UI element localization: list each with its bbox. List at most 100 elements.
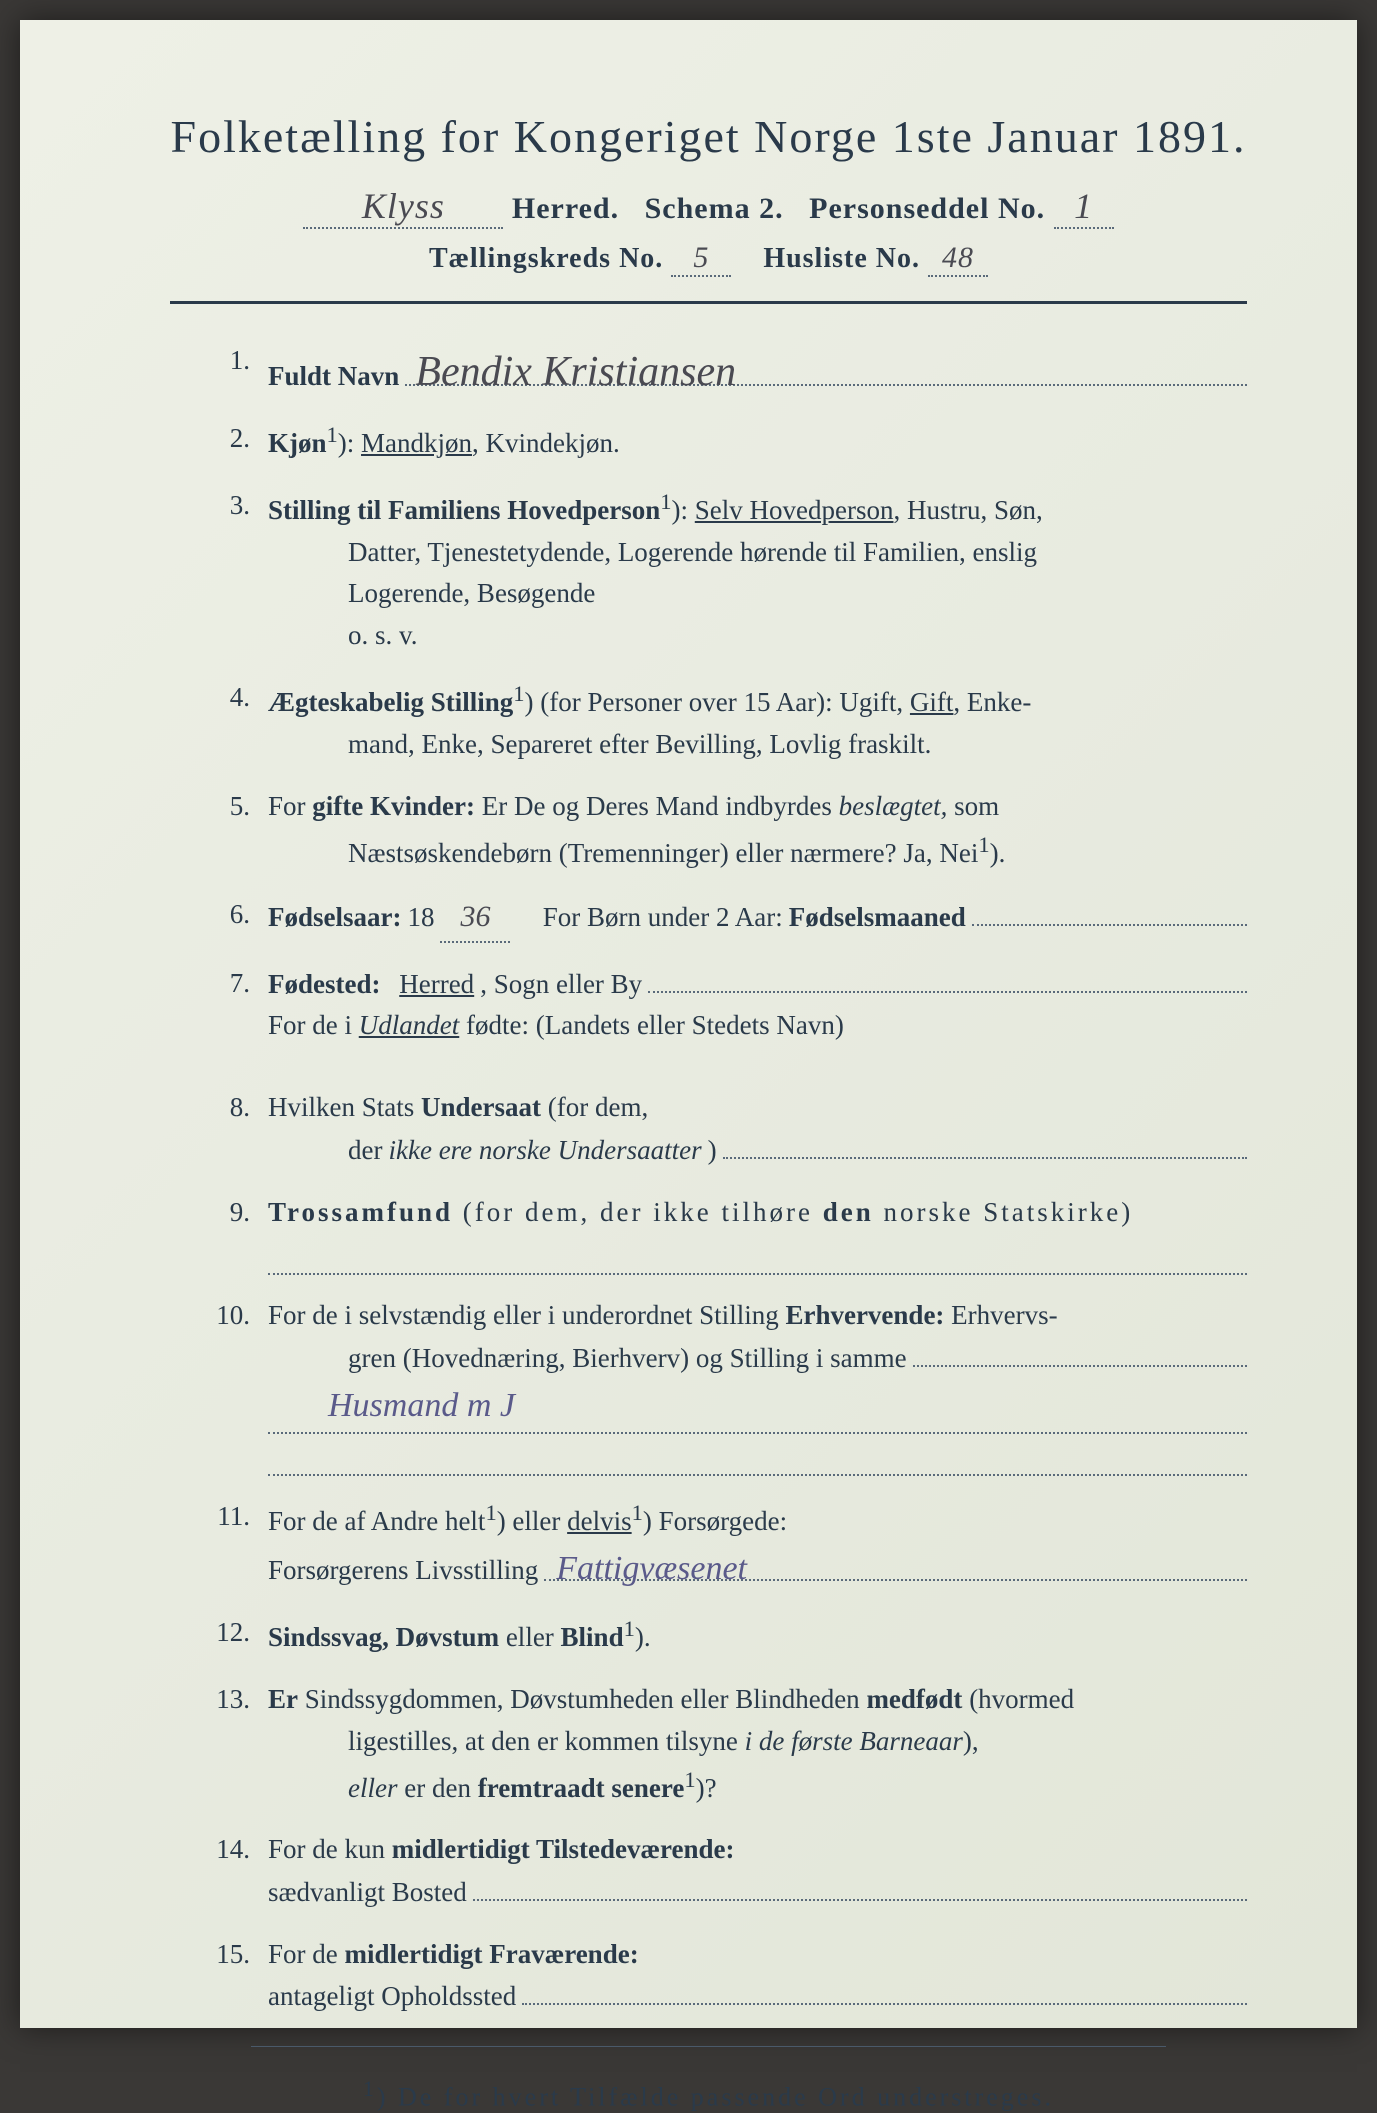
form-entries: 1. Fuldt Navn Bendix Kristiansen 2. Kjøn… <box>170 340 1247 2018</box>
dotted-fill <box>648 963 1247 993</box>
entry-num: 1. <box>206 340 268 398</box>
personseddel-label: Personseddel No. <box>809 192 1045 225</box>
footnote-sup: 1 <box>363 2077 377 2101</box>
entry-8-nationality: 8. Hvilken Stats Undersaat (for dem, der… <box>206 1087 1247 1171</box>
t2: Undersaat <box>421 1092 541 1122</box>
line1-rest: , Hustru, Søn, <box>894 495 1043 525</box>
entry-num: 5. <box>206 786 268 875</box>
entry-num: 11. <box>206 1496 268 1592</box>
line2: For de i Udlandet fødte: (Landets eller … <box>268 1005 1247 1047</box>
t3: fødte: (Landets eller Stedets Navn) <box>459 1010 844 1040</box>
footnote: 1) De for hvert Tilfælde passende Ord un… <box>170 2077 1247 2113</box>
t1: For de i <box>268 1010 359 1040</box>
l2b: i de første Barneaar <box>745 1726 963 1756</box>
entry-num: 10. <box>206 1295 268 1476</box>
entry-9-religion: 9. Trossamfund (for dem, der ikke tilhør… <box>206 1192 1247 1276</box>
entry-6-birthyear: 6. Fødselsaar: 1836 For Børn under 2 Aar… <box>206 894 1247 943</box>
line2: der ikke ere norske Undersaatter) <box>268 1129 1247 1172</box>
t2: midlertidigt Tilstedeværende: <box>392 1834 735 1864</box>
dotted-fill <box>522 1976 1247 2006</box>
line2-label: antageligt Opholdssted <box>268 1976 516 2018</box>
entry-11-supported: 11. For de af Andre helt1) eller delvis1… <box>206 1496 1247 1592</box>
entry-body: Trossamfund (for dem, der ikke tilhøre d… <box>268 1192 1247 1276</box>
line2: mand, Enke, Separeret efter Bevilling, L… <box>268 729 931 759</box>
field-label: Stilling til Familiens Hovedperson <box>268 495 660 525</box>
entry-body: Stilling til Familiens Hovedperson1): Se… <box>268 485 1247 657</box>
t4: (hvormed <box>962 1684 1074 1714</box>
t1: For de kun <box>268 1834 392 1864</box>
t5: ikke ere norske Undersaatter <box>388 1130 701 1172</box>
husliste-no: 48 <box>928 241 988 277</box>
entry-13-congenital: 13. Er Sindssygdommen, Døvstumheden elle… <box>206 1679 1247 1810</box>
entry-body: For de i selvstændig eller i underordnet… <box>268 1295 1247 1476</box>
field-label: Kjøn <box>268 428 327 458</box>
rest: (for dem, der ikke tilhøre <box>453 1197 823 1227</box>
field-label: Ægteskabelig Stilling <box>268 687 513 717</box>
supporter-handwritten: Fattigvæsenet <box>544 1543 1247 1580</box>
husliste-label: Husliste No. <box>763 243 920 274</box>
l3d: )? <box>696 1773 717 1803</box>
entry-body: Fødselsaar: 1836 For Børn under 2 Aar: F… <box>268 894 1247 943</box>
line2-label: Forsørgerens Livsstilling <box>268 1550 538 1592</box>
entry-num: 2. <box>206 418 268 465</box>
entry-num: 13. <box>206 1679 268 1810</box>
entry-num: 15. <box>206 1934 268 2018</box>
entry-body: Er Sindssygdommen, Døvstumheden eller Bl… <box>268 1679 1247 1810</box>
entry-num: 8. <box>206 1087 268 1171</box>
entry-14-temp-present: 14. For de kun midlertidigt Tilstedevære… <box>206 1829 1247 1913</box>
rest2: , Enke- <box>953 687 1031 717</box>
entry-1-name: 1. Fuldt Navn Bendix Kristiansen <box>206 340 1247 398</box>
t2: gifte Kvinder: <box>312 791 475 821</box>
line3: eller er den fremtraadt senere1)? <box>268 1773 717 1803</box>
entry-body: For de midlertidigt Fraværende: antageli… <box>268 1934 1247 2018</box>
t1: For de i selvstændig eller i underordnet… <box>268 1300 785 1330</box>
entry-num: 4. <box>206 677 268 766</box>
entry-2-sex: 2. Kjøn1): Mandkjøn, Kvindekjøn. <box>206 418 1247 465</box>
t3: (for dem, <box>541 1092 648 1122</box>
footnote-ref: 1 <box>513 681 524 706</box>
line2-text: gren (Hovednæring, Bierhverv) og Stillin… <box>348 1338 907 1380</box>
entry-num: 6. <box>206 894 268 943</box>
t2: Erhvervende: <box>785 1300 944 1330</box>
t3: Er De og Deres Mand indbyrdes <box>475 791 839 821</box>
entry-4-marital: 4. Ægteskabelig Stilling1) (for Personer… <box>206 677 1247 766</box>
field-label: Trossamfund <box>268 1197 453 1227</box>
footnote-ref: 1 <box>327 422 338 447</box>
occupation-handwritten: Husmand m J <box>268 1380 1247 1435</box>
line2: ligestilles, at den er kommen tilsyne i … <box>268 1726 979 1756</box>
t3: medfødt <box>866 1684 962 1714</box>
header-rule <box>170 301 1247 304</box>
footer-rule <box>251 2046 1166 2047</box>
line2: Datter, Tjenestetydende, Logerende høren… <box>268 537 1037 567</box>
t2: Sindssygdommen, Døvstumheden eller Blind… <box>298 1684 866 1714</box>
l3a: eller <box>348 1773 397 1803</box>
schema-label: Schema 2. <box>645 192 784 225</box>
footnote-ref: 1 <box>660 489 671 514</box>
entry-num: 7. <box>206 963 268 1047</box>
t1: Hvilken Stats <box>268 1092 421 1122</box>
entry-body: For de kun midlertidigt Tilstedeværende:… <box>268 1829 1247 1913</box>
t3: Erhvervs- <box>944 1300 1057 1330</box>
rest2: norske Statskirke) <box>874 1197 1133 1227</box>
t1: For de af Andre helt <box>268 1506 485 1536</box>
dotted-fill <box>473 1871 1247 1901</box>
entry-num: 12. <box>206 1612 268 1659</box>
t1: For de <box>268 1939 345 1969</box>
field-label: Fødselsaar: <box>268 897 401 939</box>
b2: den <box>823 1197 874 1227</box>
dotted-fill <box>972 897 1247 927</box>
entry-body: Hvilken Stats Undersaat (for dem, der ik… <box>268 1087 1247 1171</box>
line4: o. s. v. <box>268 620 418 650</box>
entry-3-relation: 3. Stilling til Familiens Hovedperson1):… <box>206 485 1247 657</box>
l3b: er den <box>397 1773 477 1803</box>
personseddel-no: 1 <box>1054 185 1114 229</box>
footnote-ref: 1 <box>978 832 989 857</box>
line2: Forsørgerens Livsstilling Fattigvæsenet <box>268 1543 1247 1592</box>
rest: , Sogn eller By <box>480 964 642 1006</box>
fn1: 1 <box>485 1500 496 1525</box>
entry-10-occupation: 10. For de i selvstændig eller i underor… <box>206 1295 1247 1476</box>
main-title: Folketælling for Kongeriget Norge 1ste J… <box>170 110 1247 163</box>
field-label-2: Fødselsmaaned <box>789 897 966 939</box>
entry-body: Kjøn1): Mandkjøn, Kvindekjøn. <box>268 418 1247 465</box>
dotted-fill <box>268 1243 1247 1275</box>
